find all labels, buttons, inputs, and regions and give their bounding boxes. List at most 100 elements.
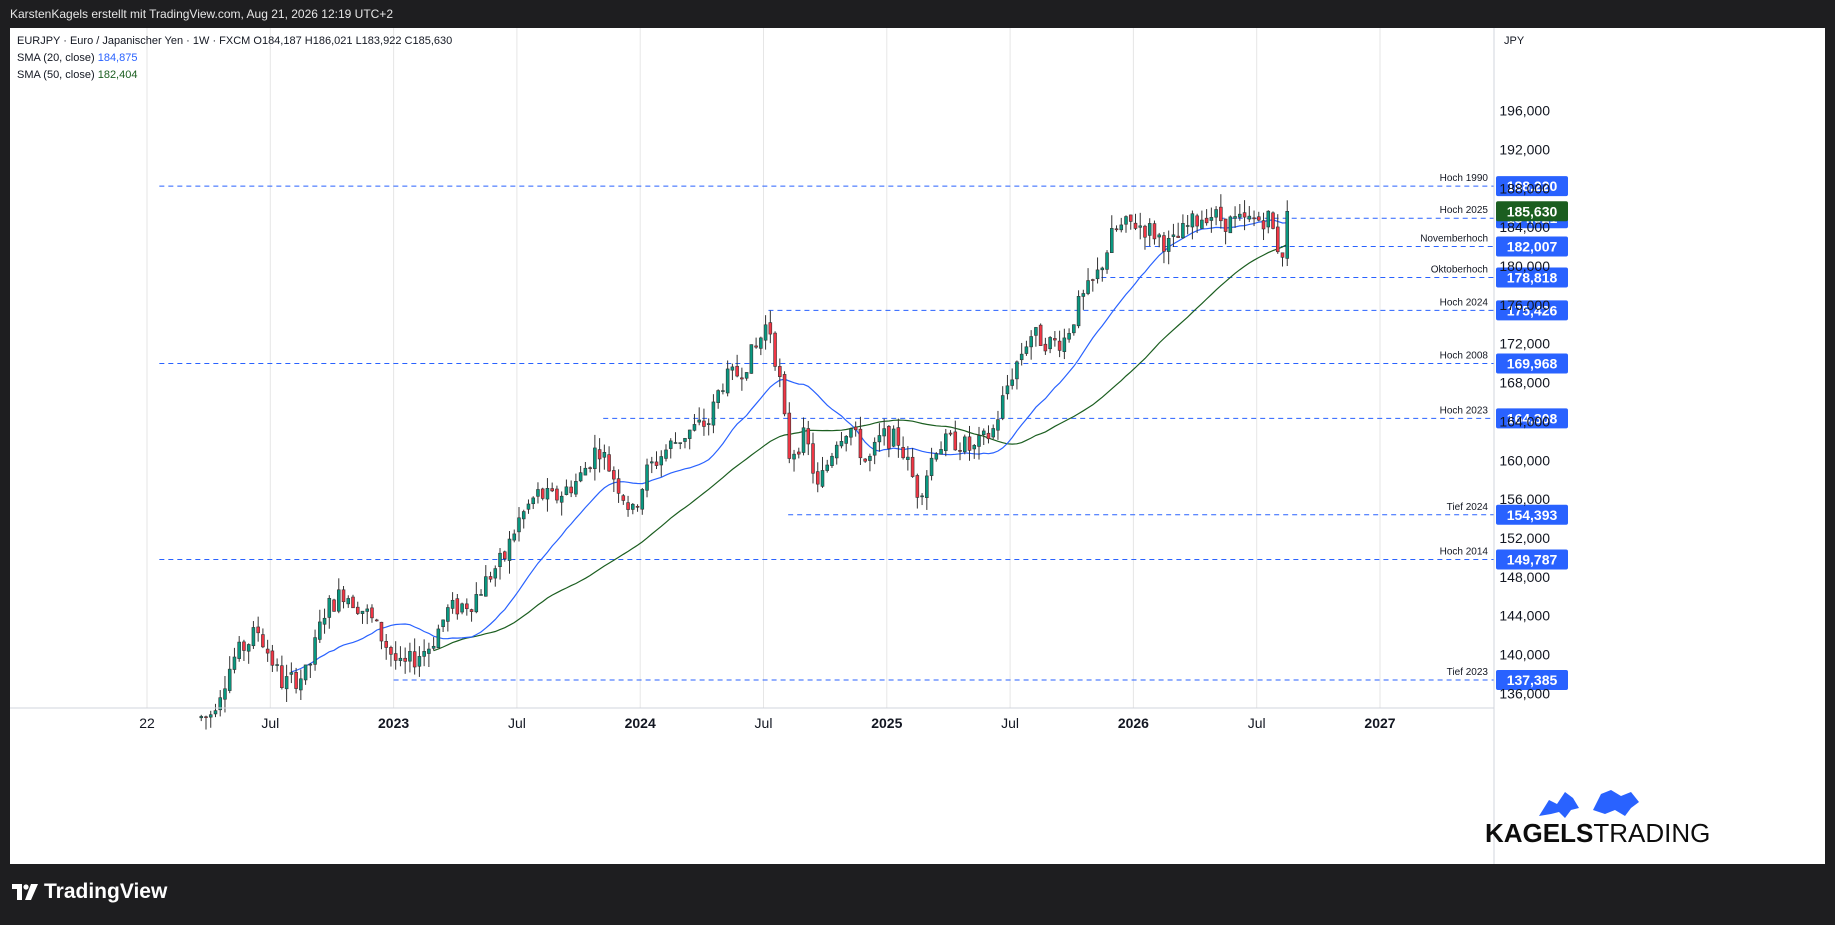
candle-down[interactable] [607,454,611,472]
candle-down[interactable] [811,443,815,474]
candle-up[interactable] [574,481,578,495]
candle-up[interactable] [1233,216,1237,219]
candle-up[interactable] [678,442,682,444]
candle-up[interactable] [593,447,597,469]
candle-up[interactable] [583,467,588,476]
candle-down[interactable] [1271,212,1275,229]
candle-up[interactable] [1124,216,1128,225]
candle-up[interactable] [578,472,583,482]
candle-down[interactable] [1204,217,1209,224]
candle-down[interactable] [740,377,744,380]
candle-up[interactable] [697,419,701,423]
candle-up[interactable] [730,366,735,371]
candle-up[interactable] [427,648,431,654]
sma20-line[interactable] [291,219,1288,673]
candle-down[interactable] [1162,235,1166,252]
candle-up[interactable] [1000,395,1005,419]
candle-up[interactable] [1266,210,1271,228]
candle-up[interactable] [640,489,645,510]
candle-up[interactable] [213,710,218,715]
candle-down[interactable] [265,648,270,654]
candle-down[interactable] [569,486,573,494]
candle-down[interactable] [1053,338,1057,341]
candle-down[interactable] [597,449,602,460]
candle-down[interactable] [588,467,592,469]
candle-up[interactable] [199,716,204,719]
candle-up[interactable] [749,344,754,374]
candle-up[interactable] [668,440,673,449]
candle-up[interactable] [631,503,635,510]
candle-up[interactable] [337,589,341,612]
candle-down[interactable] [374,619,379,622]
candle-down[interactable] [910,456,915,477]
candle-up[interactable] [839,441,844,447]
candle-up[interactable] [801,427,806,453]
candle-down[interactable] [403,657,407,662]
candle-up[interactable] [237,641,241,659]
candle-up[interactable] [1062,337,1067,352]
candle-down[interactable] [540,488,545,499]
candle-down[interactable] [626,502,630,510]
candle-up[interactable] [972,445,977,450]
candle-up[interactable] [422,651,426,657]
candle-down[interactable] [635,505,640,508]
candle-up[interactable] [820,470,825,487]
candle-up[interactable] [1190,213,1195,228]
candle-down[interactable] [379,621,384,642]
candle-up[interactable] [744,372,749,379]
candle-down[interactable] [242,641,246,651]
candle-down[interactable] [280,665,284,688]
candle-down[interactable] [1091,279,1095,281]
candle-down[interactable] [797,451,801,455]
candle-down[interactable] [948,432,953,435]
candle-up[interactable] [1076,296,1081,327]
candle-up[interactable] [1010,379,1014,386]
candle-down[interactable] [341,589,346,603]
candle-down[interactable] [1114,228,1119,231]
candle-down[interactable] [901,447,905,459]
candle-up[interactable] [934,453,939,460]
candle-up[interactable] [1285,211,1290,259]
candle-down[interactable] [294,672,298,689]
candle-up[interactable] [1247,215,1252,220]
candle-up[interactable] [246,644,251,652]
candle-up[interactable] [868,455,872,461]
candle-up[interactable] [996,419,1000,431]
candle-up[interactable] [474,594,479,613]
candle-down[interactable] [612,470,616,480]
candle-up[interactable] [1200,219,1204,229]
candle-down[interactable] [1133,222,1138,229]
candle-down[interactable] [853,426,858,431]
candle-up[interactable] [716,390,720,404]
candle-up[interactable] [1110,228,1114,253]
candle-down[interactable] [958,450,962,452]
candle-up[interactable] [1048,337,1052,350]
footer-brand[interactable]: TradingView [12,880,167,904]
candle-up[interactable] [1138,225,1142,228]
candle-up[interactable] [1019,353,1024,361]
candle-down[interactable] [815,471,820,485]
candle-up[interactable] [1238,213,1242,218]
candle-down[interactable] [1242,212,1247,218]
candle-up[interactable] [891,428,896,447]
candle-down[interactable] [465,603,469,610]
candle-down[interactable] [455,598,460,615]
candle-down[interactable] [1261,220,1266,230]
sma50-legend[interactable]: SMA (50, close) 182,404 [17,67,452,84]
candle-down[interactable] [270,650,275,666]
candle-down[interactable] [915,475,920,498]
candle-down[interactable] [351,596,355,609]
candle-up[interactable] [706,423,711,425]
candle-up[interactable] [1157,234,1161,238]
candle-up[interactable] [721,390,725,392]
candle-up[interactable] [683,438,687,442]
candle-up[interactable] [1034,327,1038,336]
candle-down[interactable] [986,432,991,440]
candle-down[interactable] [702,420,706,427]
candle-up[interactable] [1147,223,1152,236]
candle-up[interactable] [1166,237,1171,252]
candle-up[interactable] [882,428,886,437]
candle-up[interactable] [1119,224,1124,231]
